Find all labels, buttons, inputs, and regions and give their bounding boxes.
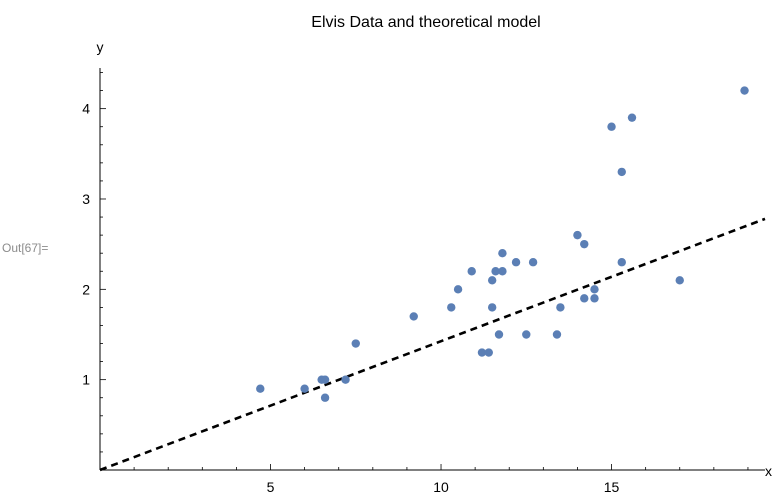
model-line-group	[99, 217, 766, 472]
data-point	[351, 339, 360, 348]
data-point	[487, 276, 497, 285]
data-point	[740, 86, 749, 95]
data-point	[675, 276, 684, 285]
data-point	[607, 122, 616, 131]
data-point	[580, 294, 589, 303]
data-point	[617, 167, 626, 177]
data-point	[528, 258, 538, 267]
axes: 5 10 15 1 2 3 4	[82, 68, 765, 495]
data-point	[341, 375, 350, 384]
data-point	[522, 330, 531, 339]
y-tick-label: 3	[82, 191, 90, 207]
data-point	[453, 285, 463, 294]
data-point	[256, 384, 265, 393]
data-point	[484, 348, 493, 357]
model-line	[99, 217, 766, 472]
data-point	[498, 267, 507, 276]
data-point	[491, 267, 500, 276]
y-tick-label: 4	[82, 101, 90, 117]
data-point	[556, 303, 565, 312]
x-tick-label: 10	[433, 479, 449, 495]
data-point	[467, 267, 476, 276]
x-axis-label: x	[765, 463, 772, 479]
x-tick-label: 5	[267, 479, 275, 495]
data-point	[494, 330, 504, 339]
data-points	[256, 86, 749, 402]
data-point	[590, 285, 599, 294]
data-point	[409, 312, 418, 321]
output-cell-label: Out[67]=	[2, 241, 49, 255]
y-tick-label: 2	[82, 281, 90, 297]
data-point	[617, 258, 626, 267]
y-axis-label: y	[97, 39, 104, 55]
data-point	[552, 330, 562, 339]
data-point	[498, 248, 507, 258]
data-point	[447, 303, 456, 312]
data-point	[511, 258, 521, 267]
data-point	[300, 384, 309, 393]
x-tick-label: 15	[604, 479, 620, 495]
data-point	[573, 230, 582, 240]
data-point	[477, 348, 487, 357]
data-point	[320, 375, 330, 384]
data-point	[487, 303, 497, 312]
y-tick-label: 1	[82, 372, 90, 388]
data-point	[580, 239, 589, 249]
data-point	[627, 113, 637, 122]
chart-title: Elvis Data and theoretical model	[311, 14, 540, 31]
data-point	[320, 393, 330, 402]
data-point	[590, 294, 599, 303]
